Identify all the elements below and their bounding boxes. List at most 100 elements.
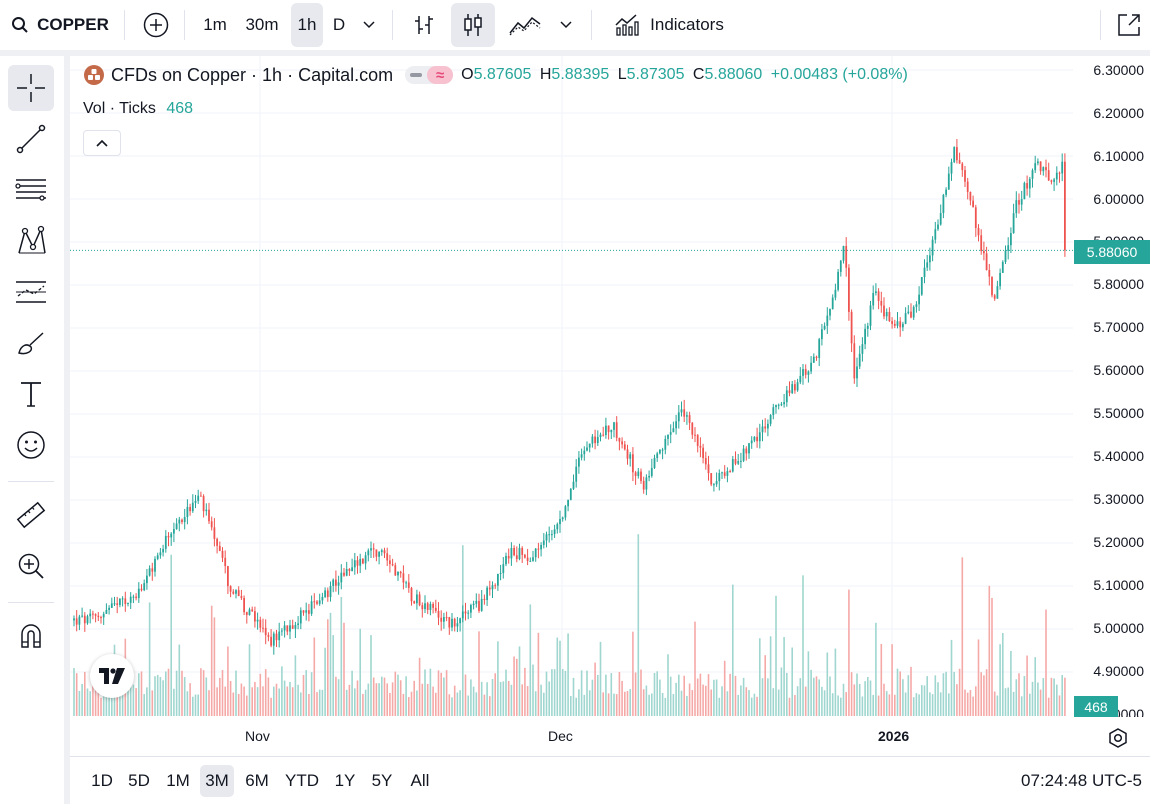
volume-bar (958, 668, 961, 716)
candle-body (567, 499, 569, 507)
volume-legend[interactable]: Vol · Ticks 468 (83, 100, 193, 118)
fullscreen-button[interactable] (1110, 3, 1148, 47)
candle-body (494, 585, 497, 587)
range-6m[interactable]: 6M (245, 771, 269, 790)
trend-line-tool[interactable] (8, 116, 54, 162)
range-3m[interactable]: 3M (200, 765, 234, 797)
candle-body (904, 313, 907, 324)
volume-bar (894, 694, 896, 716)
volume-bar (818, 679, 820, 716)
candle-body (883, 305, 885, 317)
volume-bar (675, 682, 677, 716)
candle-body (364, 555, 367, 564)
candle-body (94, 614, 97, 616)
pattern-tool[interactable] (8, 218, 54, 264)
forecast-tool[interactable] (8, 269, 54, 315)
volume-bar (902, 679, 904, 716)
range-5y[interactable]: 5Y (371, 771, 393, 790)
candle-body (183, 517, 186, 523)
range-all[interactable]: All (410, 771, 430, 790)
clock[interactable]: 07:24:48 UTC-5 (1021, 771, 1142, 790)
price-chart[interactable] (70, 56, 1150, 756)
measure-tool[interactable] (8, 492, 54, 538)
tradingview-logo[interactable] (90, 654, 134, 698)
volume-value: 468 (166, 100, 194, 117)
symbol-search[interactable]: COPPER (4, 3, 116, 47)
volume-bar (537, 632, 540, 716)
volume-bar (661, 692, 664, 716)
chart-pane[interactable]: CFDs on Copper · 1h · Capital.com ≈ O5.8… (70, 56, 1150, 756)
volume-bar (985, 669, 988, 716)
candle-body (888, 311, 891, 322)
candle-body (621, 441, 623, 445)
volume-bar (813, 677, 815, 716)
volume-bar (966, 692, 969, 716)
candle-body (1026, 183, 1028, 189)
interval-30m[interactable]: 30m (245, 15, 279, 34)
emoji-tool[interactable] (8, 422, 54, 468)
candle-body (362, 558, 364, 564)
legend-visibility-toggle[interactable]: ≈ (405, 66, 454, 84)
interval-dropdown[interactable] (356, 3, 382, 47)
volume-bar (475, 692, 478, 716)
candle-body (478, 600, 480, 611)
candle-body (972, 200, 974, 208)
interval-d[interactable]: D (332, 15, 346, 34)
low-value: 5.87305 (626, 66, 685, 83)
volume-bar (545, 671, 548, 716)
magnet-tool[interactable] (8, 613, 54, 659)
candle-body (902, 323, 904, 328)
volume-bar (837, 695, 839, 716)
fib-retracement-tool[interactable] (8, 167, 54, 213)
volume-bar (81, 683, 83, 716)
candle-body (672, 428, 675, 433)
chevron-down-icon (363, 21, 375, 29)
area-chart-type-button[interactable] (503, 3, 547, 47)
candle-body (1055, 172, 1058, 180)
crosshair-tool[interactable] (8, 65, 54, 111)
volume-bar (696, 678, 699, 716)
volume-bar (705, 685, 707, 716)
candle-body (1010, 233, 1012, 246)
volume-bar (848, 589, 850, 716)
chart-type-dropdown[interactable] (553, 3, 579, 47)
range-ytd[interactable]: YTD (285, 771, 319, 790)
candle-body (659, 449, 661, 454)
volume-bar (1050, 677, 1053, 716)
price-axis[interactable]: 6.30000 6.20000 6.10000 6.00000 5.90000 … (1073, 56, 1150, 717)
compare-symbol-button[interactable] (138, 3, 174, 47)
candle-body (1050, 180, 1053, 182)
candle-body (956, 147, 958, 161)
candle-body (561, 517, 564, 520)
volume-bar (135, 688, 137, 716)
drawing-toolbar (0, 56, 64, 804)
current-price-badge: 5.88060 (1074, 240, 1150, 264)
candle-body (607, 425, 610, 433)
candle-body (418, 594, 421, 606)
interval-1h[interactable]: 1h (291, 3, 323, 47)
range-5d[interactable]: 5D (128, 771, 150, 790)
volume-bar (850, 672, 853, 716)
candle-body (113, 603, 116, 605)
zoom-in-tool[interactable] (8, 543, 54, 589)
candle-body (370, 548, 372, 551)
time-axis[interactable]: Nov Dec 2026 (70, 716, 1073, 756)
collapse-legend-button[interactable] (83, 130, 121, 156)
legend-title[interactable]: CFDs on Copper · 1h · Capital.com (111, 64, 394, 85)
volume-bar (518, 646, 521, 716)
text-tool[interactable] (8, 371, 54, 417)
range-1y[interactable]: 1Y (334, 771, 356, 790)
bar-chart-type-button[interactable] (403, 3, 445, 47)
chart-settings-button[interactable] (1105, 725, 1131, 751)
volume-bar (459, 690, 461, 716)
candle-body (718, 473, 721, 482)
volume-bar (448, 694, 451, 716)
range-1m[interactable]: 1M (166, 771, 190, 790)
volume-bar (1045, 609, 1047, 716)
candle-body (189, 507, 191, 512)
interval-1m[interactable]: 1m (203, 15, 227, 34)
indicators-button[interactable]: Indicators (602, 3, 736, 47)
range-1d[interactable]: 1D (91, 771, 113, 790)
candles-chart-type-button[interactable] (451, 3, 495, 47)
brush-tool[interactable] (8, 320, 54, 366)
